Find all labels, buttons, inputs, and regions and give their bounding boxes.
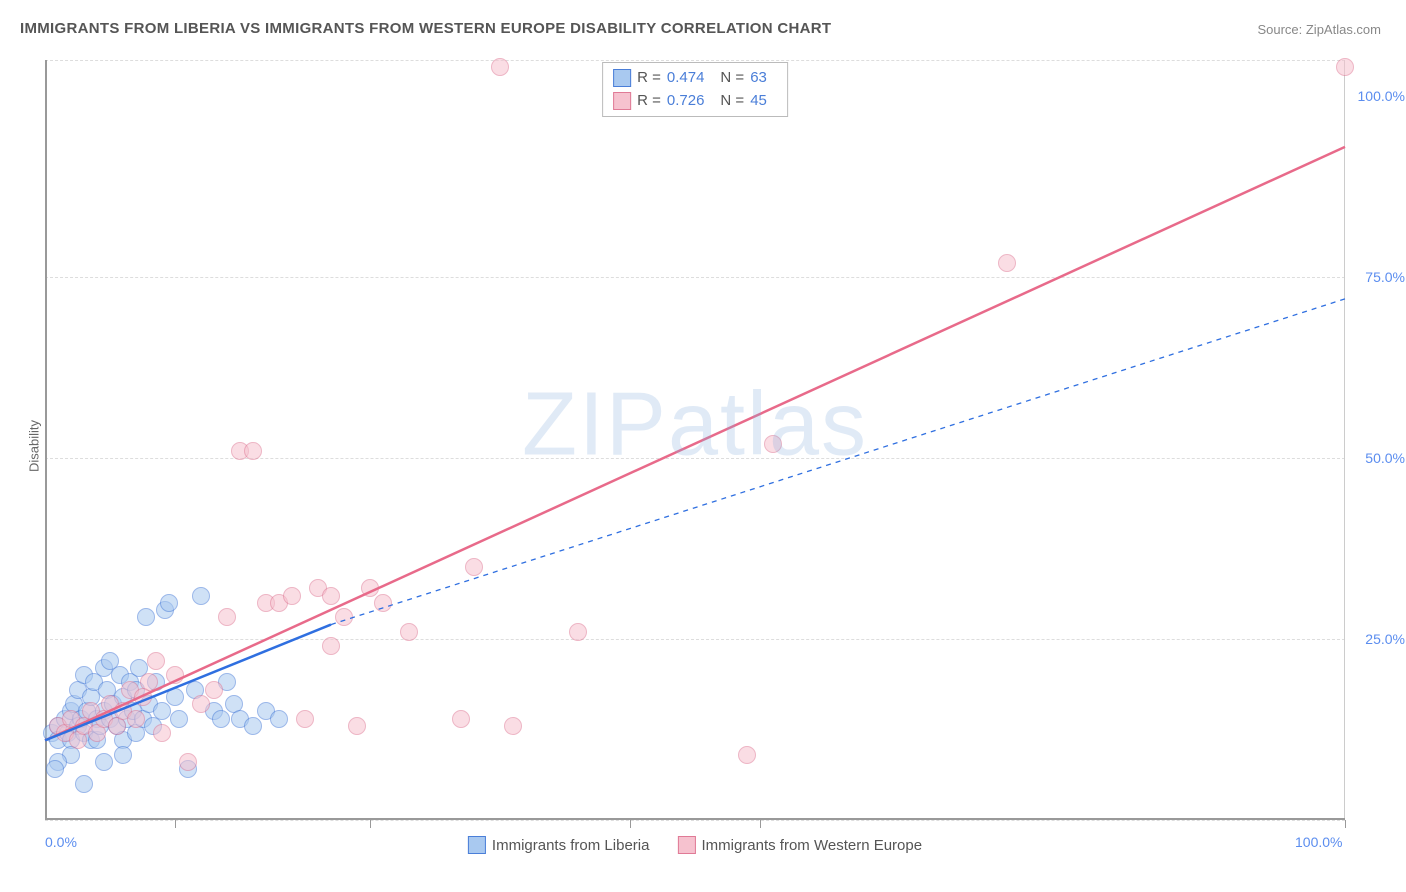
x-tick [760, 820, 761, 828]
legend-item-we: Immigrants from Western Europe [677, 836, 922, 854]
gridline [45, 820, 1345, 821]
r-value-liberia: 0.474 [667, 67, 705, 90]
scatter-plot: ZIPatlas 25.0%50.0%75.0%100.0% R = 0.474… [45, 60, 1345, 820]
legend-row-liberia: R = 0.474 N = 63 [613, 67, 777, 90]
y-tick-label: 25.0% [1365, 631, 1405, 647]
legend-label-we: Immigrants from Western Europe [701, 837, 922, 854]
swatch-we [613, 92, 631, 110]
correlation-legend: R = 0.474 N = 63 R = 0.726 N = 45 [602, 62, 788, 117]
r-label: R = [637, 90, 661, 113]
trend-line [45, 147, 1345, 741]
source-attribution: Source: ZipAtlas.com [1257, 22, 1381, 37]
y-tick-label: 50.0% [1365, 450, 1405, 466]
legend-label-liberia: Immigrants from Liberia [492, 837, 650, 854]
source-site: ZipAtlas.com [1306, 22, 1381, 37]
source-prefix: Source: [1257, 22, 1305, 37]
legend-row-we: R = 0.726 N = 45 [613, 90, 777, 113]
n-value-we: 45 [750, 90, 767, 113]
x-tick-label: 0.0% [45, 834, 77, 850]
x-tick [630, 820, 631, 828]
x-tick [370, 820, 371, 828]
n-value-liberia: 63 [750, 67, 767, 90]
trend-line [331, 299, 1345, 625]
legend-item-liberia: Immigrants from Liberia [468, 836, 650, 854]
x-tick [175, 820, 176, 828]
r-label: R = [637, 67, 661, 90]
chart-title: IMMIGRANTS FROM LIBERIA VS IMMIGRANTS FR… [20, 20, 831, 37]
series-legend: Immigrants from Liberia Immigrants from … [468, 836, 922, 854]
n-label: N = [720, 90, 744, 113]
x-tick [1345, 820, 1346, 828]
n-label: N = [720, 67, 744, 90]
swatch-we-icon [677, 836, 695, 854]
y-tick-label: 100.0% [1358, 88, 1405, 104]
trend-line [45, 625, 331, 741]
r-value-we: 0.726 [667, 90, 705, 113]
swatch-liberia [613, 69, 631, 87]
y-axis-label: Disability [27, 420, 42, 472]
y-tick-label: 75.0% [1365, 269, 1405, 285]
swatch-liberia-icon [468, 836, 486, 854]
x-tick-label: 100.0% [1295, 834, 1342, 850]
trend-lines [45, 60, 1345, 820]
